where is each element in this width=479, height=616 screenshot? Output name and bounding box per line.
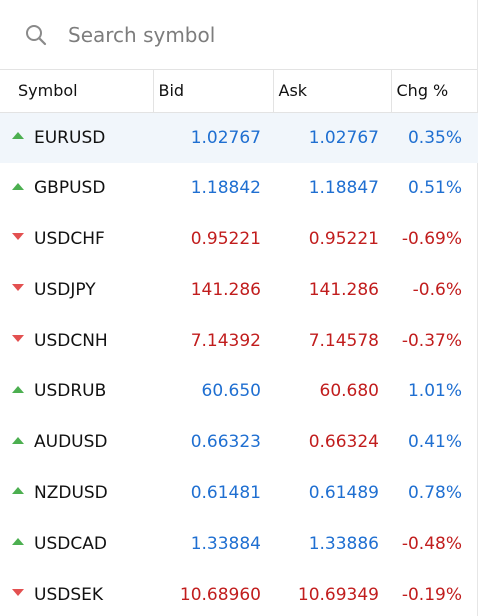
- table-row[interactable]: USDCNH 7.14392 7.14578 -0.37%: [0, 315, 478, 366]
- bid-cell: 0.95221: [190, 228, 261, 249]
- arrow-up-icon: [12, 385, 24, 393]
- ask-cell: 7.14578: [308, 330, 379, 351]
- bid-cell: 1.02767: [190, 127, 261, 148]
- arrow-up-icon: [12, 436, 24, 444]
- table-row[interactable]: EURUSD 1.02767 1.02767 0.35%: [0, 112, 478, 163]
- symbol-cell: USDRUB: [0, 366, 153, 417]
- symbol-name: GBPUSD: [34, 178, 106, 199]
- column-header-change[interactable]: Chg %: [390, 70, 478, 113]
- symbol-name: USDSEK: [34, 584, 104, 605]
- change-cell: -0.48%: [401, 533, 462, 554]
- change-cell: 0.51%: [407, 178, 462, 199]
- table-row[interactable]: USDCAD 1.33884 1.33886 -0.48%: [0, 518, 478, 569]
- arrow-up-icon: [12, 487, 24, 495]
- symbol-cell: USDJPY: [0, 264, 153, 315]
- symbol-cell: NZDUSD: [0, 468, 153, 519]
- ask-cell: 10.69349: [297, 584, 379, 605]
- bid-cell: 0.66323: [190, 432, 261, 453]
- table-row[interactable]: USDRUB 60.650 60.680 1.01%: [0, 366, 478, 417]
- arrow-up-icon: [12, 132, 24, 140]
- bid-cell: 60.650: [201, 381, 261, 402]
- symbol-cell: USDCHF: [0, 214, 153, 265]
- symbol-name: AUDUSD: [34, 432, 108, 453]
- ask-cell: 141.286: [308, 279, 379, 300]
- arrow-up-icon: [12, 538, 24, 546]
- ask-cell: 1.02767: [308, 127, 379, 148]
- change-cell: -0.69%: [401, 228, 462, 249]
- symbol-cell: GBPUSD: [0, 163, 153, 214]
- change-cell: 0.41%: [407, 432, 462, 453]
- table-row[interactable]: AUDUSD 0.66323 0.66324 0.41%: [0, 417, 478, 468]
- arrow-down-icon: [12, 335, 24, 343]
- symbol-name: USDCAD: [34, 533, 107, 554]
- arrow-up-icon: [12, 182, 24, 190]
- table-row[interactable]: USDCHF 0.95221 0.95221 -0.69%: [0, 214, 478, 265]
- symbol-cell: USDCAD: [0, 518, 153, 569]
- ask-cell: 0.61489: [308, 482, 379, 503]
- table-row[interactable]: NZDUSD 0.61481 0.61489 0.78%: [0, 468, 478, 519]
- table-row[interactable]: USDJPY 141.286 141.286 -0.6%: [0, 264, 478, 315]
- search-bar: [0, 0, 477, 70]
- table-row[interactable]: GBPUSD 1.18842 1.18847 0.51%: [0, 163, 478, 214]
- bid-cell: 10.68960: [179, 584, 261, 605]
- bid-cell: 1.18842: [190, 178, 261, 199]
- column-header-bid[interactable]: Bid: [152, 70, 273, 113]
- symbol-name: NZDUSD: [34, 482, 108, 503]
- symbol-cell: USDSEK: [0, 569, 153, 616]
- arrow-down-icon: [12, 589, 24, 597]
- search-input[interactable]: [68, 22, 428, 47]
- bid-cell: 1.33884: [190, 533, 261, 554]
- change-cell: -0.37%: [401, 330, 462, 351]
- arrow-down-icon: [12, 233, 24, 241]
- table-row[interactable]: USDSEK 10.68960 10.69349 -0.19%: [0, 569, 478, 616]
- symbols-table: Symbol Bid Ask Chg % EURUSD 1.02767 1.0276…: [0, 70, 478, 616]
- symbol-cell: AUDUSD: [0, 417, 153, 468]
- column-header-ask[interactable]: Ask: [272, 70, 391, 113]
- arrow-down-icon: [12, 284, 24, 292]
- symbol-cell: EURUSD: [0, 112, 153, 163]
- symbol-name: USDCNH: [34, 330, 108, 351]
- change-cell: -0.6%: [412, 279, 462, 300]
- symbol-name: EURUSD: [34, 127, 106, 148]
- table-header-row: Symbol Bid Ask Chg %: [0, 70, 478, 113]
- ask-cell: 0.66324: [308, 432, 379, 453]
- bid-cell: 7.14392: [190, 330, 261, 351]
- column-header-symbol[interactable]: Symbol: [0, 70, 153, 113]
- bid-cell: 141.286: [190, 279, 261, 300]
- ask-cell: 1.33886: [308, 533, 379, 554]
- change-cell: 0.35%: [407, 127, 462, 148]
- symbol-name: USDRUB: [34, 381, 107, 402]
- symbol-name: USDCHF: [34, 228, 105, 249]
- ask-cell: 60.680: [319, 381, 379, 402]
- symbol-cell: USDCNH: [0, 315, 153, 366]
- ask-cell: 1.18847: [308, 178, 379, 199]
- change-cell: -0.19%: [401, 584, 462, 605]
- ask-cell: 0.95221: [308, 228, 379, 249]
- change-cell: 0.78%: [407, 482, 462, 503]
- bid-cell: 0.61481: [190, 482, 261, 503]
- search-icon[interactable]: [24, 23, 48, 47]
- change-cell: 1.01%: [407, 381, 462, 402]
- symbol-name: USDJPY: [34, 279, 96, 300]
